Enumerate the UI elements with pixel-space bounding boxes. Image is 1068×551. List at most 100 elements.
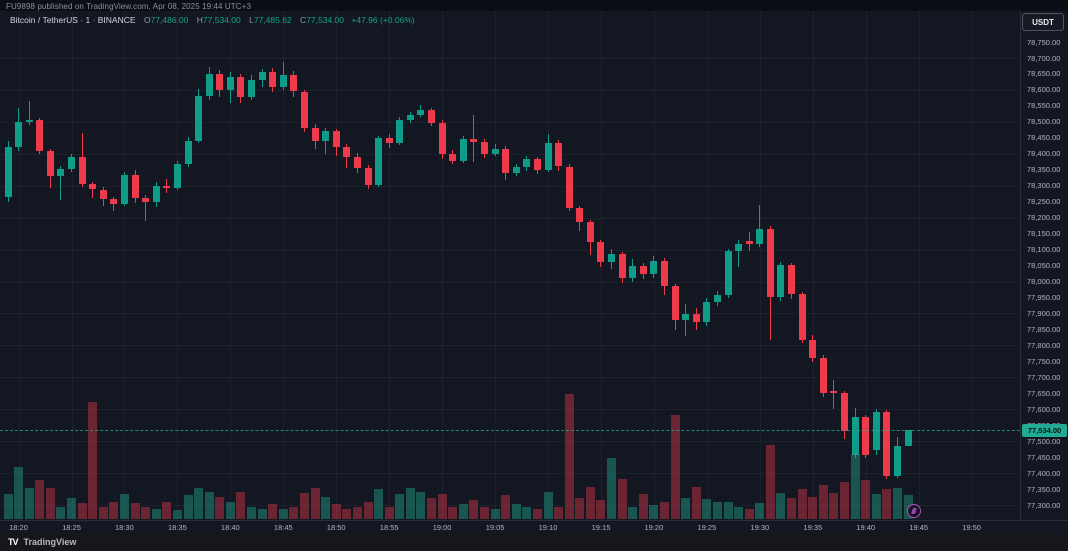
volume-bar bbox=[585, 486, 595, 519]
volume-bar bbox=[236, 491, 246, 519]
candle-body bbox=[586, 222, 594, 242]
volume-bar bbox=[850, 454, 860, 519]
event-marker-icon[interactable] bbox=[907, 504, 921, 518]
last-price-chip: 77,534.00 bbox=[1022, 423, 1067, 437]
volume-bar bbox=[712, 501, 722, 519]
candle-body bbox=[343, 147, 351, 157]
volume-bar bbox=[776, 492, 786, 520]
candle-wick bbox=[145, 194, 147, 221]
candle-body bbox=[841, 393, 848, 432]
grid-line-vertical bbox=[389, 11, 391, 520]
price-axis[interactable]: 78,750.00 78,700.00 78,650.00 78,600.00 78,5… bbox=[1020, 11, 1068, 520]
volume-bar bbox=[554, 506, 564, 519]
candle-body bbox=[449, 153, 457, 161]
close-value: 77,534.00 bbox=[306, 15, 345, 25]
tradingview-logo-icon[interactable]: TV bbox=[8, 536, 18, 547]
candle-body bbox=[121, 174, 128, 205]
price-tick-label: 77,500.00 bbox=[1027, 436, 1061, 446]
exchange-name: BINANCE bbox=[97, 15, 136, 25]
candle-body bbox=[459, 138, 467, 161]
low-value: 77,485.62 bbox=[253, 15, 292, 25]
candle-body bbox=[353, 157, 361, 169]
volume-bar bbox=[384, 506, 394, 519]
candle-body bbox=[57, 169, 65, 177]
grid-line-horizontal bbox=[0, 58, 1020, 59]
candle-body bbox=[311, 128, 319, 141]
volume-bar bbox=[109, 501, 119, 519]
volume-bar bbox=[331, 504, 341, 519]
volume-bar bbox=[363, 501, 373, 519]
candle-body bbox=[766, 228, 774, 298]
candle-body bbox=[481, 142, 488, 154]
time-tick-label: 18:25 bbox=[62, 523, 81, 532]
volume-bar bbox=[765, 445, 775, 520]
volume-bar bbox=[458, 504, 468, 519]
grid-line-horizontal bbox=[0, 409, 1020, 411]
interval-value: 1 bbox=[85, 15, 91, 25]
time-axis[interactable]: 18:20 18:25 18:30 18:35 18:40 18:45 18:50 18:55… bbox=[0, 520, 1068, 533]
volume-bar bbox=[511, 504, 521, 519]
time-tick-label: 19:10 bbox=[538, 523, 558, 532]
candle-wick bbox=[28, 100, 30, 126]
high-value: 77,534.00 bbox=[202, 15, 241, 25]
grid-line-vertical bbox=[759, 11, 761, 520]
volume-bar bbox=[225, 501, 235, 519]
candle-body bbox=[142, 197, 150, 202]
candle-body bbox=[36, 119, 44, 151]
candle-body bbox=[205, 73, 213, 97]
grid-line-vertical bbox=[230, 11, 232, 520]
time-tick-label: 18:40 bbox=[220, 523, 240, 532]
chart-panel: Bitcoin / TetherUS - 1 - BINANCE O77,486… bbox=[0, 11, 1068, 532]
volume-bar bbox=[215, 496, 225, 519]
high-label: H bbox=[196, 15, 203, 25]
volume-bar bbox=[257, 509, 267, 519]
volume-bar bbox=[522, 506, 532, 519]
symbol-legend[interactable]: Bitcoin / TetherUS - 1 - BINANCE O77,486… bbox=[10, 15, 415, 25]
grid-line-vertical bbox=[812, 11, 814, 520]
volume-bar bbox=[628, 506, 638, 519]
grid-line-vertical bbox=[918, 11, 920, 520]
volume-bar bbox=[300, 492, 309, 520]
volume-bar bbox=[77, 502, 87, 520]
candlestick-plot[interactable] bbox=[0, 11, 1020, 520]
candle-body bbox=[184, 141, 192, 164]
candle-wick bbox=[92, 181, 94, 199]
volume-bar bbox=[310, 487, 320, 520]
volume-bar bbox=[342, 509, 352, 519]
currency-toggle-button[interactable]: USDT bbox=[1022, 13, 1064, 31]
time-tick-label: 18:30 bbox=[115, 523, 134, 532]
volume-bar bbox=[151, 509, 161, 519]
volume-bar bbox=[670, 415, 680, 520]
price-tick-label: 78,100.00 bbox=[1027, 245, 1061, 255]
volume-bar bbox=[321, 496, 331, 519]
close-label: C bbox=[300, 15, 307, 25]
volume-bar bbox=[638, 494, 648, 519]
volume-bar bbox=[352, 506, 362, 519]
candle-body bbox=[650, 260, 658, 275]
candle-body bbox=[544, 142, 552, 171]
price-tick-label: 77,600.00 bbox=[1027, 404, 1061, 414]
footer-bar: TV TradingView bbox=[0, 532, 1068, 551]
candle-body bbox=[4, 147, 12, 197]
price-tick-label: 78,700.00 bbox=[1027, 53, 1061, 63]
candle-body bbox=[809, 339, 817, 358]
candle-body bbox=[237, 77, 245, 98]
open-label: O bbox=[143, 15, 151, 25]
candle-body bbox=[608, 254, 615, 263]
candle-body bbox=[735, 243, 743, 252]
time-tick-label: 19:50 bbox=[962, 523, 981, 532]
tradingview-brand[interactable]: TradingView bbox=[23, 536, 77, 547]
candle-body bbox=[597, 241, 605, 263]
low-label: L bbox=[249, 15, 254, 25]
candle-body bbox=[25, 119, 33, 122]
candle-body bbox=[576, 208, 584, 222]
candle-body bbox=[788, 264, 795, 295]
candle-wick bbox=[833, 380, 835, 409]
volume-bar bbox=[98, 506, 108, 519]
candle-body bbox=[851, 417, 859, 456]
price-tick-label: 78,300.00 bbox=[1027, 181, 1061, 191]
candle-body bbox=[152, 185, 160, 202]
candle-body bbox=[322, 131, 330, 141]
grid-line-vertical bbox=[283, 11, 285, 520]
